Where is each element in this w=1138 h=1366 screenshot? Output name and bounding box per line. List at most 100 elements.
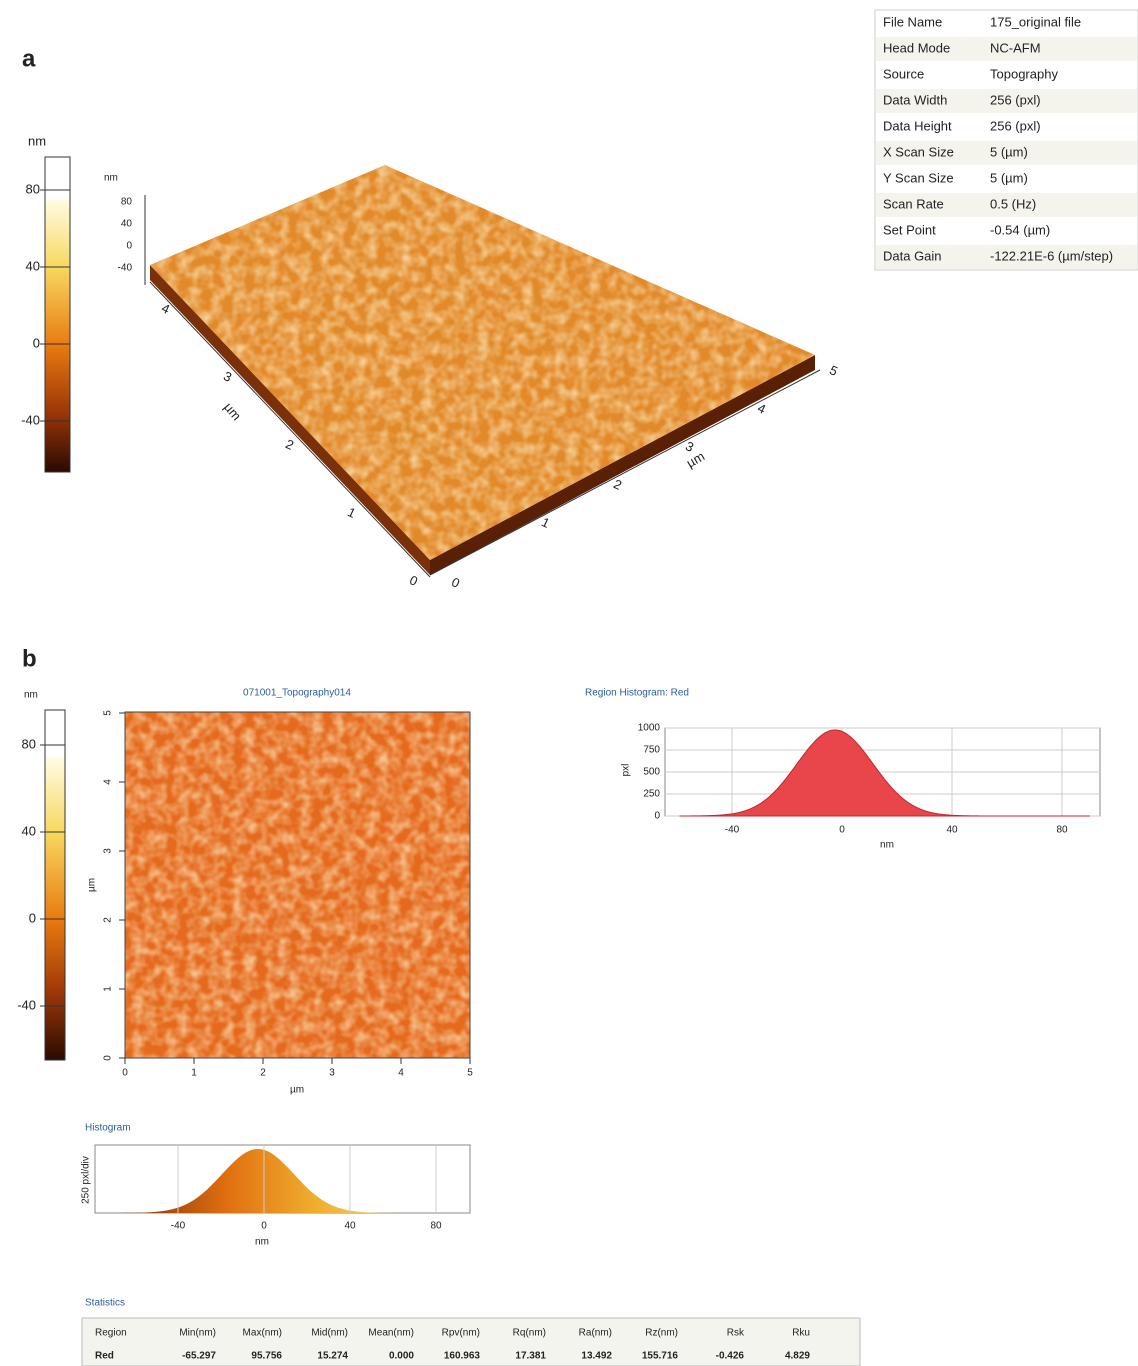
colorbar-tick: 80: [26, 181, 40, 196]
info-row: [876, 141, 1137, 165]
y-tick: 3: [221, 368, 234, 385]
x-axis: [429, 369, 821, 576]
z-tick: 40: [121, 219, 133, 230]
info-key: Data Width: [883, 92, 947, 107]
y-tick: 1: [103, 986, 114, 992]
cell: Red: [95, 1351, 114, 1362]
image-title: 071001_Topography014: [243, 688, 351, 699]
info-value: -122.21E-6 (µm/step): [990, 248, 1113, 263]
surface-texture: [150, 165, 815, 560]
info-key: Scan Rate: [883, 196, 944, 211]
info-value: -0.54 (µm): [990, 222, 1050, 237]
x-tick: 5: [467, 1068, 473, 1079]
histogram-shape: [100, 1149, 465, 1213]
y-tick: 750: [643, 745, 660, 756]
info-key: File Name: [883, 14, 942, 29]
y-tick: 4: [159, 300, 172, 317]
histogram-title: Histogram: [85, 1123, 131, 1134]
colorbar-unit: nm: [28, 133, 46, 148]
cell: -65.297: [182, 1351, 216, 1362]
cell: -0.426: [716, 1351, 745, 1362]
info-value: 5 (µm): [990, 170, 1028, 185]
cell: 0.000: [389, 1351, 414, 1362]
z-tick: 0: [126, 241, 132, 252]
x-tick: -40: [171, 1221, 186, 1232]
info-key: Y Scan Size: [883, 170, 954, 185]
column-header: Max(nm): [243, 1328, 282, 1339]
y-tick: 0: [407, 572, 420, 589]
info-value: 175_original file: [990, 14, 1081, 29]
colorbar-tick: 0: [33, 335, 40, 350]
z-unit: nm: [104, 173, 118, 184]
y-tick: 0: [103, 1055, 114, 1061]
info-row: [876, 89, 1137, 113]
y-label: pxl: [621, 764, 632, 777]
z-tick: 80: [121, 197, 133, 208]
cell: 4.829: [785, 1351, 810, 1362]
x-label: nm: [255, 1237, 269, 1248]
y-tick: 1000: [638, 723, 661, 734]
info-key: Set Point: [883, 222, 936, 237]
info-key: X Scan Size: [883, 144, 954, 159]
column-header: Rq(nm): [513, 1328, 546, 1339]
x-tick: 4: [398, 1068, 404, 1079]
cell: 155.716: [642, 1351, 679, 1362]
column-header: Rku: [792, 1328, 810, 1339]
info-key: Data Gain: [883, 248, 942, 263]
x-tick: 0: [449, 574, 462, 591]
info-row: [876, 245, 1137, 269]
x-tick: 0: [839, 825, 845, 836]
surface-wall: [430, 355, 815, 575]
info-value: 0.5 (Hz): [990, 196, 1036, 211]
info-key: Head Mode: [883, 40, 950, 55]
x-tick: 80: [1056, 825, 1068, 836]
column-header: Rsk: [727, 1328, 745, 1339]
panel-label: a: [22, 45, 36, 72]
x-tick: -40: [725, 825, 740, 836]
info-row: [876, 37, 1137, 61]
x-tick: 3: [329, 1068, 335, 1079]
colorbar-tick: -40: [17, 997, 36, 1012]
y-tick: 500: [643, 767, 660, 778]
y-label: µm: [87, 878, 98, 892]
info-value: NC-AFM: [990, 40, 1041, 55]
info-row: [876, 193, 1137, 217]
y-axis: [149, 281, 431, 578]
column-header: Rpv(nm): [442, 1328, 480, 1339]
column-header: Rz(nm): [645, 1328, 678, 1339]
y-unit: µm: [221, 399, 244, 423]
colorbar-tick: 40: [26, 258, 40, 273]
info-value: 256 (pxl): [990, 118, 1041, 133]
z-tick: -40: [118, 263, 133, 274]
x-tick: 40: [946, 825, 958, 836]
x-tick: 80: [430, 1221, 442, 1232]
y-tick: 0: [654, 811, 660, 822]
column-header: Ra(nm): [579, 1328, 612, 1339]
x-tick: 1: [191, 1068, 197, 1079]
y-tick: 2: [283, 436, 296, 453]
surface-wall: [150, 265, 430, 575]
cell: 160.963: [444, 1351, 481, 1362]
topography-texture: [125, 712, 470, 1058]
column-header: Mean(nm): [368, 1328, 414, 1339]
info-value: Topography: [990, 66, 1058, 81]
y-tick: 5: [103, 710, 114, 716]
column-header: Min(nm): [179, 1328, 216, 1339]
statistics-table: [81, 1317, 861, 1366]
cell: 13.492: [581, 1351, 612, 1362]
column-header: Region: [95, 1328, 127, 1339]
x-tick: 40: [344, 1221, 356, 1232]
y-label: 250 pxl/div: [81, 1156, 92, 1204]
info-value: 256 (pxl): [990, 92, 1041, 107]
info-value: 5 (µm): [990, 144, 1028, 159]
colorbar: [44, 156, 71, 473]
x-label: nm: [880, 840, 894, 851]
y-tick: 1: [345, 504, 358, 521]
histogram-title: Region Histogram: Red: [585, 688, 689, 699]
cell: 15.274: [317, 1351, 348, 1362]
x-tick: 2: [260, 1068, 266, 1079]
y-tick: 3: [103, 848, 114, 854]
colorbar-unit: nm: [24, 690, 38, 701]
column-header: Mid(nm): [311, 1328, 348, 1339]
